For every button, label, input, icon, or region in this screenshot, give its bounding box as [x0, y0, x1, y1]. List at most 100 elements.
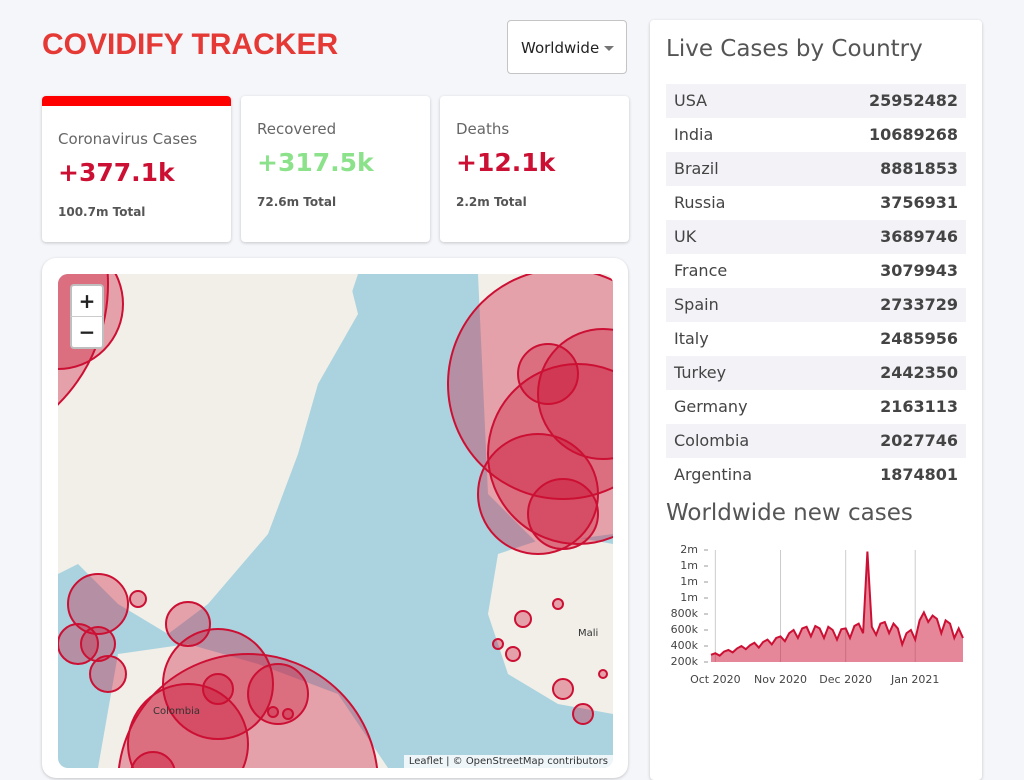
country-cases: 3689746: [880, 227, 958, 246]
case-circle: [505, 646, 521, 662]
y-tick-label: 1m: [680, 591, 698, 604]
stat-today: +12.1k: [456, 148, 556, 177]
country-cases: 2027746: [880, 431, 958, 450]
country-name: Russia: [674, 193, 726, 212]
select-value: Worldwide: [521, 39, 600, 57]
case-circle: [552, 678, 574, 700]
table-row: USA 25952482: [666, 84, 966, 118]
line: [710, 551, 964, 657]
case-circle: [202, 673, 234, 705]
stat-today: +317.5k: [257, 148, 374, 177]
country-cases: 2163113: [880, 397, 958, 416]
case-circle: [487, 363, 613, 545]
y-tick-label: 400k: [671, 639, 699, 652]
case-circle: [127, 683, 249, 768]
country-name: Argentina: [674, 465, 753, 484]
map-label: Colombia: [153, 706, 200, 717]
country-cases: 10689268: [868, 125, 958, 144]
table-row: Brazil 8881853: [666, 152, 966, 186]
case-circle: [477, 433, 599, 555]
map-layer: Colombia Mali: [58, 274, 613, 768]
chart-title: Worldwide new cases: [666, 500, 913, 526]
case-circle: [80, 626, 116, 662]
case-circle: [282, 708, 294, 720]
y-tick-label: 1m: [680, 575, 698, 588]
stat-card: Recovered +317.5k 72.6m Total: [241, 96, 430, 242]
table-row: Colombia 2027746: [666, 424, 966, 458]
table-row: Spain 2733729: [666, 288, 966, 322]
case-circle: [162, 628, 274, 740]
case-circle: [129, 590, 147, 608]
app-title: COVIDIFY TRACKER: [42, 28, 339, 61]
y-tick-label: 2m: [680, 543, 698, 556]
case-circle: [552, 598, 564, 610]
land: [308, 274, 358, 304]
country-cases: 2733729: [880, 295, 958, 314]
y-tick-label: 600k: [671, 623, 699, 636]
country-cases: 3756931: [880, 193, 958, 212]
country-select[interactable]: Worldwide: [507, 20, 627, 74]
country-name: Spain: [674, 295, 719, 314]
country-cases: 25952482: [868, 91, 958, 110]
case-circle: [537, 328, 613, 460]
case-circle: [492, 638, 504, 650]
case-circle: [527, 478, 599, 550]
stat-card: Deaths +12.1k 2.2m Total: [440, 96, 629, 242]
land: [58, 274, 358, 634]
table-row: Italy 2485956: [666, 322, 966, 356]
country-name: India: [674, 125, 714, 144]
country-name: Colombia: [674, 431, 750, 450]
case-circle: [517, 343, 579, 405]
stat-total: 2.2m Total: [456, 195, 527, 209]
table-title: Live Cases by Country: [666, 36, 923, 62]
country-name: Turkey: [674, 363, 727, 382]
country-name: UK: [674, 227, 697, 246]
country-name: Italy: [674, 329, 709, 348]
case-circle: [117, 653, 379, 768]
table-row: India 10689268: [666, 118, 966, 152]
country-name: France: [674, 261, 728, 280]
x-tick-label: Oct 2020: [690, 673, 741, 686]
land: [478, 274, 613, 544]
map[interactable]: Colombia Mali + − Leaflet | © OpenStreet…: [58, 274, 613, 768]
chart: 200k 400k 600k 800k 1m 1m 1m 2m Oct 2020 Nov 2020…: [671, 543, 964, 686]
country-name: USA: [674, 91, 708, 110]
case-circle: [58, 623, 99, 665]
country-cases: 3079943: [880, 261, 958, 280]
zoom-out[interactable]: −: [70, 316, 104, 349]
land: [98, 644, 388, 768]
stat-today: +377.1k: [58, 158, 175, 187]
table-row: UK 3689746: [666, 220, 966, 254]
case-circle: [572, 703, 594, 725]
y-tick-label: 800k: [671, 607, 699, 620]
stat-label: Deaths: [456, 120, 510, 138]
stat-label: Coronavirus Cases: [58, 130, 198, 148]
attribution[interactable]: Leaflet | © OpenStreetMap contributors: [403, 755, 613, 768]
country-cases: 1874801: [880, 465, 958, 484]
map-label: Mali: [578, 628, 598, 639]
case-circle: [165, 601, 211, 647]
table-row: France 3079943: [666, 254, 966, 288]
zoom-in[interactable]: +: [70, 284, 104, 318]
country-cases: 2442350: [880, 363, 958, 382]
stat-total: 72.6m Total: [257, 195, 337, 209]
table-row: Argentina 1874801: [666, 458, 966, 492]
country-name: Brazil: [674, 159, 719, 178]
case-circle: [598, 669, 608, 679]
case-circle: [130, 751, 176, 768]
case-circle: [247, 663, 309, 725]
stat-total: 100.7m Total: [58, 205, 146, 219]
x-tick-label: Nov 2020: [754, 673, 807, 686]
x-tick-label: Jan 2021: [890, 673, 939, 686]
select-arrow: [604, 46, 614, 51]
case-circle: [67, 573, 129, 635]
country-name: Germany: [674, 397, 748, 416]
x-tick-label: Dec 2020: [819, 673, 872, 686]
case-circle: [514, 610, 532, 628]
table-row: Turkey 2442350: [666, 356, 966, 390]
table-row: Germany 2163113: [666, 390, 966, 424]
y-tick-label: 200k: [671, 655, 699, 668]
stat-card: Coronavirus Cases +377.1k 100.7m Total: [42, 96, 231, 242]
stat-label: Recovered: [257, 120, 337, 138]
